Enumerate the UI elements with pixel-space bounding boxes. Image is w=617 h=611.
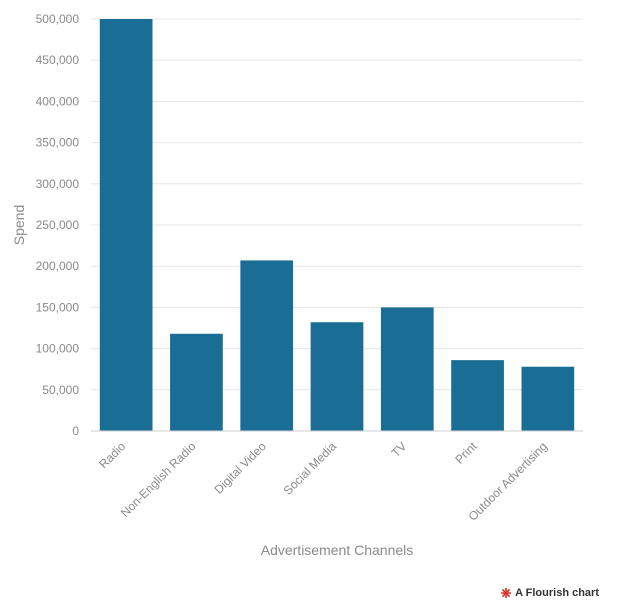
bar[interactable] <box>240 260 294 431</box>
flourish-logo-icon <box>501 588 512 598</box>
bar[interactable] <box>310 322 364 431</box>
x-tick-label: Social Media <box>281 439 340 498</box>
y-tick-label: 450,000 <box>36 53 80 67</box>
y-tick-label: 400,000 <box>36 94 80 108</box>
y-tick-label: 300,000 <box>36 177 80 191</box>
x-tick-label: Radio <box>96 439 128 471</box>
y-tick-label: 150,000 <box>36 300 80 314</box>
x-tick-label: Digital Video <box>211 439 269 497</box>
y-tick-label: 200,000 <box>36 259 80 273</box>
y-tick-label: 350,000 <box>36 136 80 150</box>
x-tick-label: Outdoor Advertising <box>466 439 550 523</box>
y-axis-title: Spend <box>11 205 27 245</box>
y-tick-label: 100,000 <box>36 342 80 356</box>
x-tick-label: Non-English Radio <box>118 439 199 520</box>
y-tick-label: 250,000 <box>36 218 80 232</box>
flourish-credit[interactable]: A Flourish chart <box>501 587 599 599</box>
y-tick-label: 50,000 <box>42 383 79 397</box>
x-tick-label: TV <box>389 439 410 460</box>
y-axis-ticks: 0 50,000 100,000 150,000 200,000 250,000 300,0… <box>36 12 80 438</box>
x-tick-label: Print <box>452 439 480 467</box>
bar[interactable] <box>380 307 434 431</box>
y-tick-label: 0 <box>72 424 79 438</box>
bar[interactable] <box>521 366 575 431</box>
credit-text: A Flourish chart <box>515 587 599 599</box>
bars <box>99 19 575 431</box>
x-axis-title: Advertisement Channels <box>261 542 414 558</box>
bar[interactable] <box>451 360 504 431</box>
bar[interactable] <box>170 333 223 431</box>
y-tick-label: 500,000 <box>36 12 80 26</box>
bar[interactable] <box>99 19 153 431</box>
